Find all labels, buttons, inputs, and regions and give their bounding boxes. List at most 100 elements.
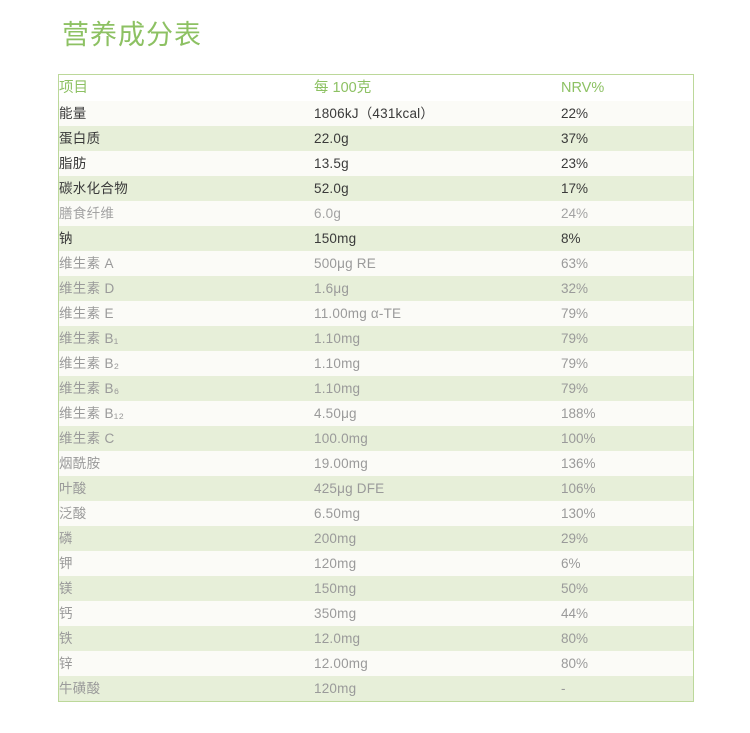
- cell-nrv: 188%: [561, 406, 596, 421]
- cell-nrv: 37%: [561, 131, 589, 146]
- cell-value: 12.0mg: [314, 631, 361, 646]
- column-header-nrv: NRV%: [561, 80, 605, 96]
- cell-nrv: 24%: [561, 206, 589, 221]
- table-row: 钙 350mg 44%: [59, 601, 693, 626]
- cell-item: 叶酸: [59, 481, 87, 496]
- cell-nrv: 100%: [561, 431, 596, 446]
- cell-nrv: 17%: [561, 181, 589, 196]
- column-header-per-100g: 每 100克: [314, 80, 372, 96]
- cell-nrv: 29%: [561, 531, 589, 546]
- cell-item: 铁: [59, 631, 73, 646]
- table-row: 烟酰胺 19.00mg 136%: [59, 451, 693, 476]
- cell-nrv: 106%: [561, 481, 596, 496]
- cell-item: 维生素 B₂: [59, 356, 120, 371]
- nutrition-table-container: 项目 每 100克 NRV% 能量 1806kJ（431kcal） 22% 蛋白质 22…: [58, 74, 694, 702]
- table-row: 钾 120mg 6%: [59, 551, 693, 576]
- cell-item: 镁: [59, 581, 73, 596]
- cell-item: 膳食纤维: [59, 206, 115, 221]
- table-row: 膳食纤维 6.0g 24%: [59, 201, 693, 226]
- cell-nrv: 79%: [561, 331, 589, 346]
- table-header: 项目 每 100克 NRV%: [59, 75, 693, 101]
- cell-item: 钙: [59, 606, 73, 621]
- cell-value: 350mg: [314, 606, 357, 621]
- table-row: 维生素 D 1.6μg 32%: [59, 276, 693, 301]
- cell-value: 11.00mg α-TE: [314, 306, 402, 321]
- cell-nrv: 32%: [561, 281, 589, 296]
- cell-item: 维生素 E: [59, 306, 114, 321]
- cell-value: 200mg: [314, 531, 357, 546]
- cell-item: 维生素 B₁₂: [59, 406, 125, 421]
- cell-value: 1806kJ（431kcal）: [314, 106, 435, 121]
- table-row: 维生素 C 100.0mg 100%: [59, 426, 693, 451]
- nutrition-table: 项目 每 100克 NRV% 能量 1806kJ（431kcal） 22% 蛋白质 22…: [59, 75, 693, 701]
- cell-value: 1.10mg: [314, 381, 361, 396]
- cell-nrv: 79%: [561, 356, 589, 371]
- cell-nrv: 8%: [561, 231, 581, 246]
- cell-value: 120mg: [314, 556, 357, 571]
- cell-item: 锌: [59, 656, 73, 671]
- table-row: 能量 1806kJ（431kcal） 22%: [59, 101, 693, 126]
- table-row: 锌 12.00mg 80%: [59, 651, 693, 676]
- cell-value: 22.0g: [314, 131, 349, 146]
- cell-nrv: 79%: [561, 381, 589, 396]
- table-row: 维生素 B₆ 1.10mg 79%: [59, 376, 693, 401]
- cell-nrv: 6%: [561, 556, 581, 571]
- table-header-row: 项目 每 100克 NRV%: [59, 75, 693, 101]
- cell-value: 52.0g: [314, 181, 349, 196]
- cell-item: 能量: [59, 106, 87, 121]
- cell-value: 150mg: [314, 581, 357, 596]
- cell-nrv: 80%: [561, 631, 589, 646]
- cell-nrv: 130%: [561, 506, 596, 521]
- cell-value: 150mg: [314, 231, 357, 246]
- table-row: 碳水化合物 52.0g 17%: [59, 176, 693, 201]
- cell-item: 碳水化合物: [59, 181, 128, 196]
- table-row: 钠 150mg 8%: [59, 226, 693, 251]
- cell-nrv: 44%: [561, 606, 589, 621]
- cell-value: 6.50mg: [314, 506, 361, 521]
- table-row: 维生素 E 11.00mg α-TE 79%: [59, 301, 693, 326]
- cell-nrv: 63%: [561, 256, 589, 271]
- table-row: 牛磺酸 120mg -: [59, 676, 693, 701]
- table-row: 铁 12.0mg 80%: [59, 626, 693, 651]
- table-row: 蛋白质 22.0g 37%: [59, 126, 693, 151]
- cell-item: 牛磺酸: [59, 681, 101, 696]
- cell-value: 1.10mg: [314, 331, 361, 346]
- cell-item: 磷: [59, 531, 73, 546]
- cell-value: 100.0mg: [314, 431, 368, 446]
- table-row: 维生素 A 500μg RE 63%: [59, 251, 693, 276]
- cell-nrv: -: [561, 681, 566, 696]
- cell-value: 1.10mg: [314, 356, 361, 371]
- cell-item: 烟酰胺: [59, 456, 101, 471]
- table-row: 维生素 B₁₂ 4.50μg 188%: [59, 401, 693, 426]
- table-row: 叶酸 425μg DFE 106%: [59, 476, 693, 501]
- table-body: 能量 1806kJ（431kcal） 22% 蛋白质 22.0g 37% 脂肪 13.5g 23…: [59, 101, 693, 701]
- table-row: 泛酸 6.50mg 130%: [59, 501, 693, 526]
- cell-value: 500μg RE: [314, 256, 376, 271]
- cell-nrv: 23%: [561, 156, 589, 171]
- cell-value: 6.0g: [314, 206, 342, 221]
- cell-value: 425μg DFE: [314, 481, 385, 496]
- cell-item: 蛋白质: [59, 131, 101, 146]
- cell-nrv: 79%: [561, 306, 589, 321]
- cell-value: 4.50μg: [314, 406, 357, 421]
- cell-item: 钠: [59, 231, 73, 246]
- cell-item: 钾: [59, 556, 73, 571]
- cell-item: 维生素 A: [59, 256, 114, 271]
- cell-nrv: 136%: [561, 456, 596, 471]
- page-title: 营养成分表: [62, 20, 202, 50]
- table-row: 镁 150mg 50%: [59, 576, 693, 601]
- cell-value: 120mg: [314, 681, 357, 696]
- table-row: 脂肪 13.5g 23%: [59, 151, 693, 176]
- table-row: 维生素 B₁ 1.10mg 79%: [59, 326, 693, 351]
- table-row: 维生素 B₂ 1.10mg 79%: [59, 351, 693, 376]
- cell-item: 维生素 B₆: [59, 381, 120, 396]
- table-row: 磷 200mg 29%: [59, 526, 693, 551]
- cell-item: 泛酸: [59, 506, 87, 521]
- cell-value: 12.00mg: [314, 656, 368, 671]
- column-header-item: 项目: [59, 80, 88, 96]
- cell-value: 13.5g: [314, 156, 349, 171]
- cell-nrv: 22%: [561, 106, 589, 121]
- cell-item: 维生素 D: [59, 281, 115, 296]
- cell-value: 19.00mg: [314, 456, 368, 471]
